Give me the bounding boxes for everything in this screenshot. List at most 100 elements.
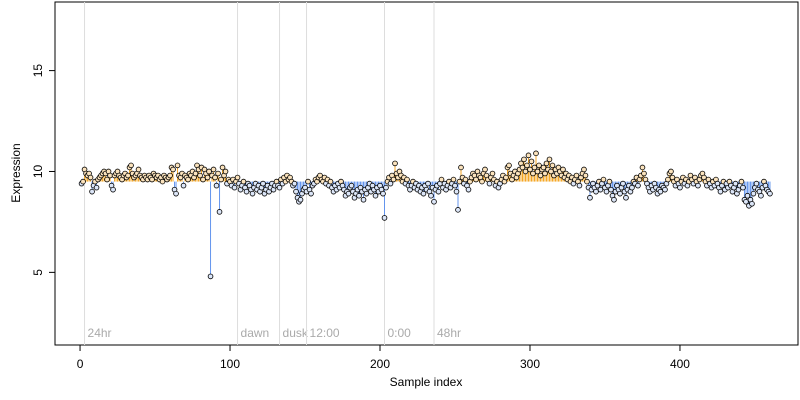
point: [629, 184, 635, 191]
point: [597, 186, 604, 193]
point: [192, 170, 199, 177]
x-axis-label: Sample index: [390, 375, 463, 389]
point: [611, 196, 617, 203]
point: [345, 190, 352, 197]
point: [234, 174, 241, 181]
point: [210, 166, 217, 173]
point: [603, 188, 610, 195]
point: [206, 168, 212, 175]
point: [506, 162, 512, 169]
point: [149, 176, 155, 183]
point: [93, 184, 100, 191]
point: [452, 182, 458, 189]
point: [534, 168, 541, 175]
point: [641, 170, 647, 177]
point: [260, 180, 266, 187]
point: [348, 182, 355, 189]
point: [216, 209, 223, 215]
point: [717, 188, 724, 195]
point: [453, 188, 460, 195]
point: [425, 180, 431, 187]
point: [428, 192, 434, 199]
point: [623, 194, 629, 201]
point: [383, 184, 389, 191]
point: [758, 192, 764, 199]
point: [159, 178, 166, 185]
point: [548, 168, 554, 175]
marker-label: dusk: [283, 326, 309, 340]
marker-label: 12:00: [310, 326, 340, 340]
point: [204, 174, 211, 181]
plot-box: [54, 1, 799, 346]
point: [542, 170, 548, 177]
point: [381, 215, 388, 221]
point: [521, 156, 527, 163]
point: [291, 180, 298, 187]
point: [489, 170, 496, 177]
point: [677, 184, 683, 191]
point: [524, 162, 530, 169]
point: [456, 178, 463, 185]
point: [740, 184, 746, 191]
point: [665, 176, 671, 183]
point: [80, 178, 86, 185]
point: [573, 172, 580, 179]
point: [435, 188, 442, 195]
point: [450, 176, 457, 183]
point: [213, 182, 220, 189]
point: [240, 178, 247, 185]
point: [744, 192, 751, 199]
point: [107, 172, 113, 179]
point: [462, 176, 469, 183]
point: [243, 188, 250, 195]
point: [363, 190, 370, 197]
point: [593, 188, 599, 195]
point: [356, 192, 362, 199]
point: [167, 172, 173, 179]
marker-label: 24hr: [88, 326, 112, 340]
point: [87, 174, 94, 181]
point: [404, 176, 410, 183]
point: [180, 182, 187, 189]
point: [533, 150, 539, 157]
point: [540, 164, 547, 171]
marker-label: dawn: [241, 326, 270, 340]
point: [297, 196, 304, 203]
point: [732, 180, 739, 187]
marker-label: 0:00: [388, 326, 412, 340]
point: [525, 152, 532, 159]
point: [455, 207, 461, 213]
point: [438, 176, 445, 183]
point: [767, 190, 773, 197]
point: [503, 174, 509, 181]
point: [219, 164, 226, 171]
point: [482, 166, 488, 173]
marker-label: 48hr: [437, 326, 461, 340]
point: [200, 176, 206, 183]
point: [620, 180, 626, 187]
point: [560, 166, 566, 173]
point: [639, 164, 646, 171]
point: [387, 180, 394, 187]
point: [276, 184, 283, 191]
point: [749, 200, 755, 207]
point: [753, 180, 760, 187]
point: [249, 190, 256, 197]
x-tick-label: 300: [520, 357, 540, 371]
point: [390, 176, 397, 183]
point: [537, 172, 544, 179]
point: [600, 176, 607, 183]
point: [135, 166, 142, 173]
point: [170, 166, 176, 173]
point: [473, 176, 479, 183]
x-tick-label: 400: [670, 357, 690, 371]
x-tick-label: 100: [220, 357, 240, 371]
point: [308, 190, 314, 197]
point: [197, 172, 203, 179]
point: [380, 190, 386, 197]
point: [293, 188, 299, 195]
point: [584, 178, 590, 185]
point: [173, 190, 179, 197]
point: [743, 198, 749, 205]
